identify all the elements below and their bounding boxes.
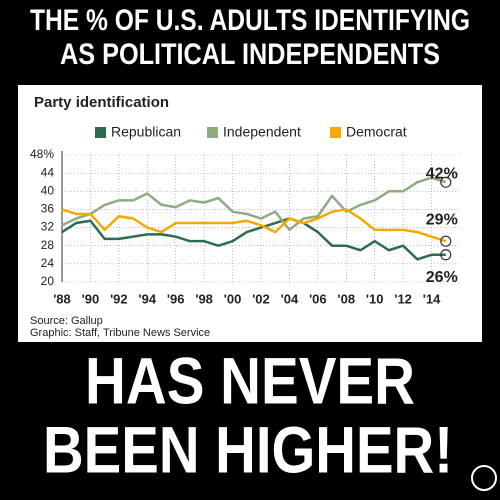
legend-label: Independent [223,124,301,140]
value-label: 42% [426,165,458,182]
headline: AS POLITICAL INDEPENDENTS [60,38,440,71]
tagline: HAS NEVER [85,343,415,417]
x-tick-label: '08 [338,291,356,306]
x-tick-label: '04 [281,291,299,306]
y-tick-label: 32 [41,220,55,234]
y-tick-label: 24 [41,256,55,270]
logo [471,465,497,491]
x-tick-label: '12 [394,291,412,306]
series-line [61,208,447,243]
legend-label: Democrat [346,124,407,140]
y-tick-label: 48% [30,147,54,161]
x-tick-label: '00 [224,291,242,306]
end-marker [440,176,452,188]
series-line [61,176,447,232]
x-tick-label: '14 [423,291,441,306]
x-tick-label: '06 [309,291,327,306]
x-tick-label: '88 [53,291,71,306]
end-marker [440,235,452,247]
x-tick-label: '94 [139,291,157,306]
x-tick-label: '10 [366,291,384,306]
chart-title: Party identification [34,94,169,111]
x-tick-label: '02 [252,291,270,306]
y-tick-label: 40 [41,183,55,197]
y-tick-label: 20 [41,274,55,288]
tagline: BEEN HIGHER! [43,412,453,486]
legend-swatch [207,127,218,138]
headline: THE % OF U.S. ADULTS IDENTIFYING [30,4,470,37]
legend-swatch [330,127,341,138]
y-tick-label: 44 [41,165,55,179]
x-tick-label: '98 [195,291,213,306]
series-line [61,217,446,261]
x-tick-label: '90 [82,291,100,306]
y-tick-label: 36 [41,202,55,216]
x-tick-label: '96 [167,291,185,306]
end-marker [440,249,452,261]
legend-swatch [95,127,106,138]
x-tick-label: '92 [110,291,128,306]
source: Source: Gallup [30,315,103,327]
value-label: 26% [426,269,458,286]
value-label: 29% [426,211,458,228]
legend-label: Republican [111,124,181,140]
y-tick-label: 28 [41,238,55,252]
source: Graphic: Staff, Tribune News Service [30,327,210,339]
